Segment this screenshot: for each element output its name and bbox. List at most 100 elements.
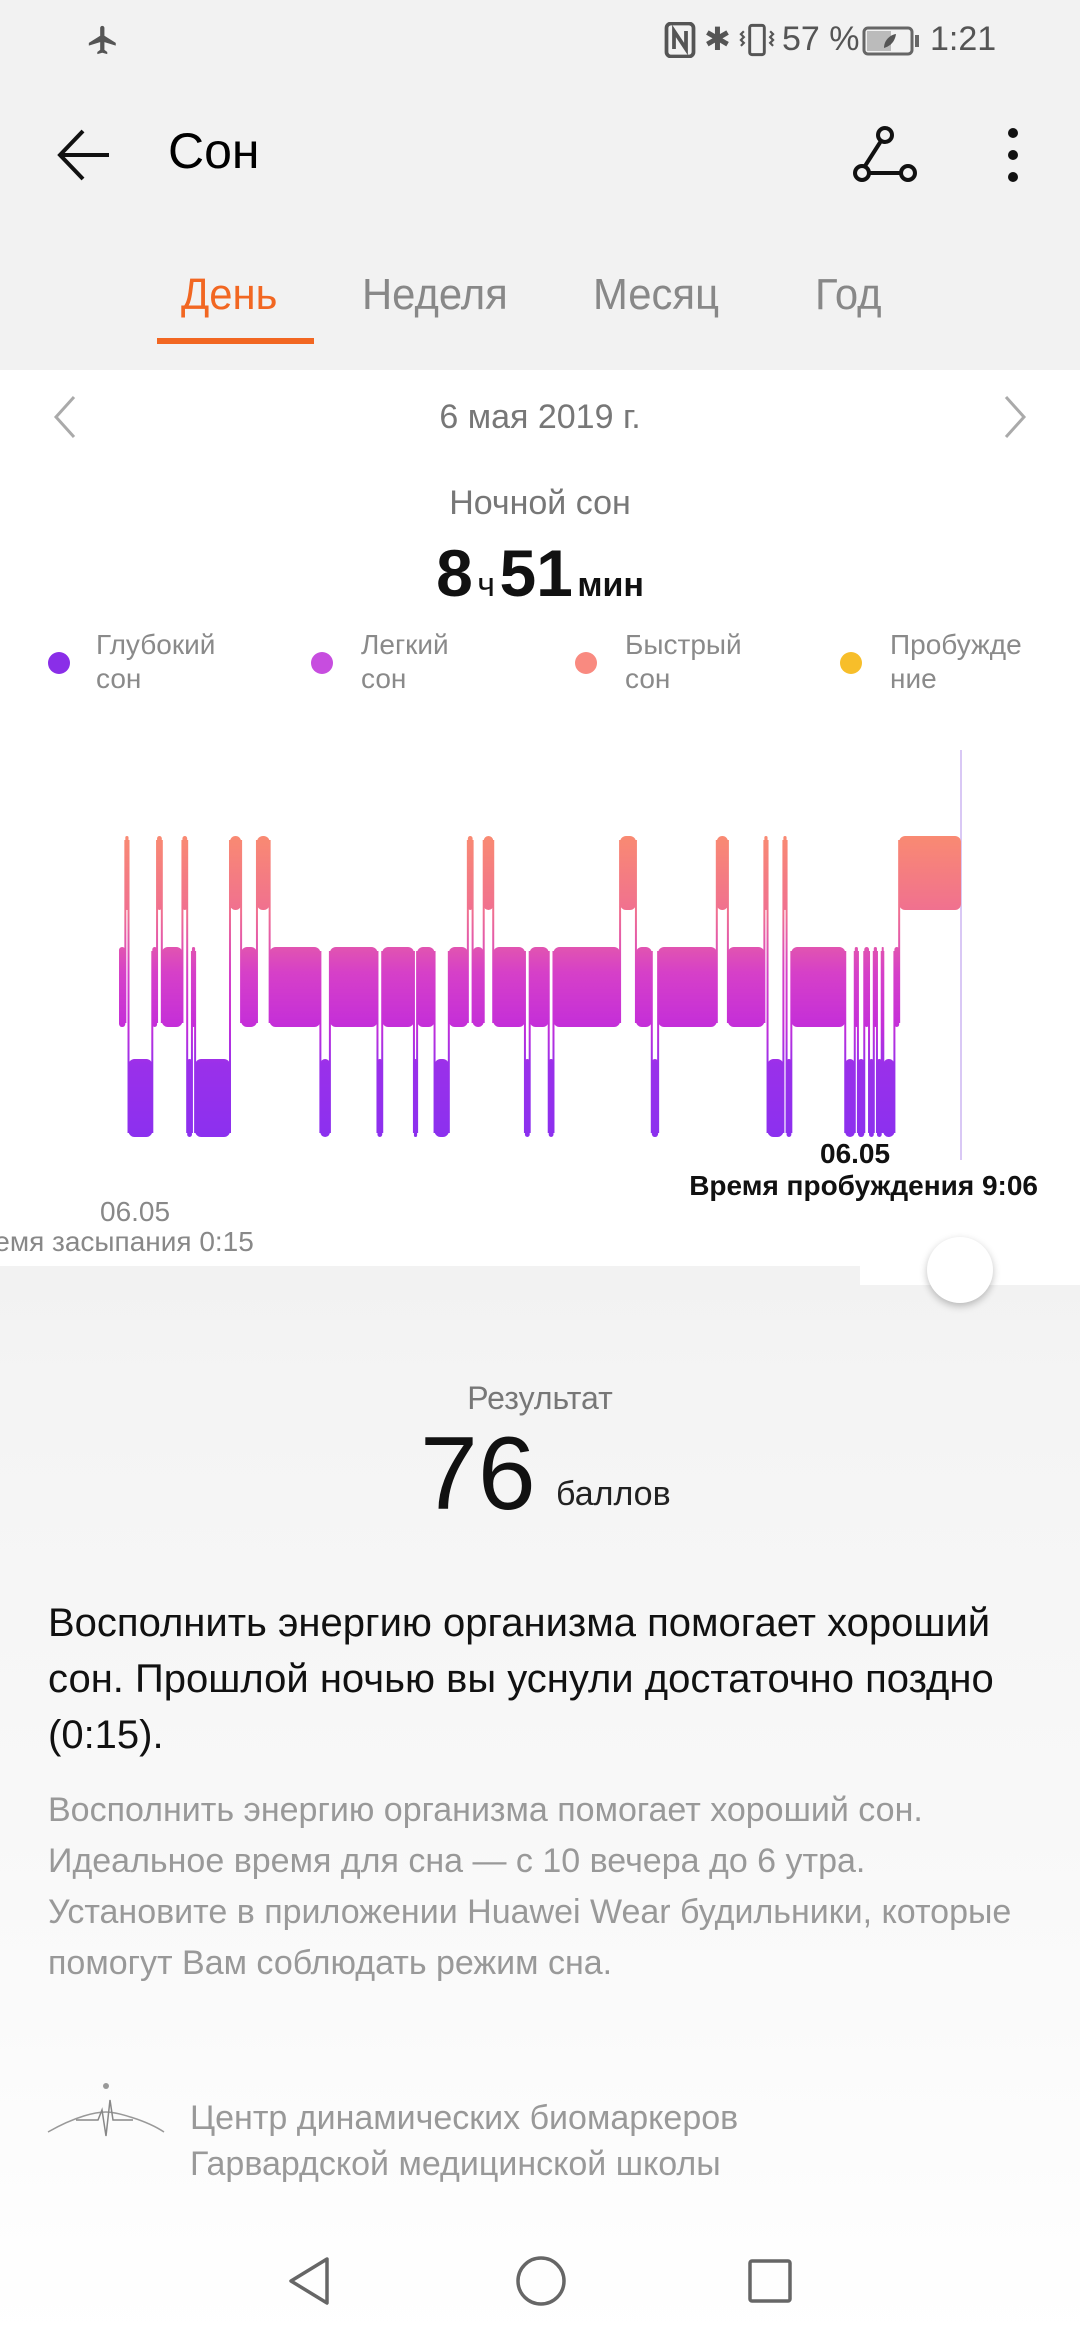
stage-transition-line — [726, 840, 729, 1023]
sleep-segment-light — [329, 947, 378, 1027]
nav-home-icon[interactable] — [514, 2254, 568, 2308]
sleep-segment-deep — [883, 1059, 895, 1137]
stage-transition-line — [880, 951, 883, 1133]
stage-transition-line — [255, 840, 258, 1023]
light-sleep-dot — [311, 652, 333, 674]
sleep-segment-light — [417, 947, 435, 1027]
score-unit: баллов — [556, 1475, 671, 1513]
arrow-left-icon[interactable] — [55, 125, 117, 185]
stage-transition-line — [528, 951, 531, 1133]
nav-recents-icon[interactable] — [746, 2257, 794, 2305]
tab-year[interactable]: Год — [815, 270, 882, 319]
stage-transition-line — [856, 951, 859, 1133]
stage-transition-line — [552, 951, 555, 1133]
sleep-segment-deep — [320, 1059, 330, 1137]
sleep-segment-rem — [620, 836, 636, 910]
stage-transition-line — [124, 840, 127, 1023]
stage-transition-line — [160, 840, 163, 1023]
legend-label: Пробужде — [890, 629, 1022, 660]
stage-transition-line — [127, 840, 130, 1133]
chevron-left-icon[interactable] — [52, 395, 78, 439]
sleep-segment-light — [635, 947, 652, 1027]
sleep-segment-rem — [899, 836, 961, 910]
stage-transition-line — [492, 840, 495, 1023]
sleep-segment-deep — [876, 1059, 882, 1137]
legend-label: сон — [96, 663, 142, 694]
sleep-segment-light — [382, 947, 414, 1027]
sleep-segment-deep — [128, 1059, 153, 1137]
deep-sleep-dot — [48, 652, 70, 674]
stage-transition-line — [766, 840, 769, 1133]
share-icon[interactable] — [852, 125, 918, 185]
sleep-segment-deep — [845, 1059, 855, 1137]
more-vertical-icon[interactable] — [1000, 125, 1026, 185]
sleep-segment-rem — [229, 836, 242, 910]
tab-day[interactable]: День — [181, 270, 278, 319]
legend-label: ние — [890, 663, 937, 694]
stage-transition-line — [319, 951, 322, 1133]
sleep-segment-deep — [869, 1059, 874, 1137]
stage-transition-line — [844, 951, 847, 1133]
sleep-segment-light — [553, 947, 621, 1027]
minutes-unit: мин — [577, 566, 644, 604]
tab-week[interactable]: Неделя — [362, 270, 508, 319]
sleep-chart — [119, 750, 962, 1160]
battery-percent: 57 % — [782, 20, 860, 58]
sleep-segment-rem — [716, 836, 728, 910]
stage-transition-line — [416, 951, 419, 1133]
minutes-value: 51 — [499, 536, 573, 610]
sleep-segment-light — [791, 947, 846, 1027]
battery-saver-icon — [862, 26, 919, 56]
sleep-segment-deep — [195, 1059, 230, 1137]
sleep-segment-deep — [548, 1059, 554, 1137]
stage-transition-line — [882, 951, 885, 1133]
sleep-segment-deep — [187, 1059, 192, 1137]
legend-label: Глубокий — [96, 629, 216, 660]
tab-month[interactable]: Месяц — [593, 270, 720, 319]
stage-transition-line — [482, 840, 485, 1023]
stage-transition-line — [376, 951, 379, 1133]
score-value: 76 — [420, 1416, 536, 1532]
stage-transition-line — [619, 840, 622, 1023]
chevron-right-icon[interactable] — [1002, 395, 1028, 439]
night-sleep-label: Ночной сон — [449, 484, 631, 522]
sleep-duration: 8 ч 51 мин — [0, 535, 1080, 611]
stage-transition-line — [181, 840, 184, 1023]
stage-transition-line — [240, 840, 243, 1023]
sleep-segment-deep — [767, 1059, 784, 1137]
sleep-segment-light — [658, 947, 717, 1027]
stage-transition-line — [228, 840, 231, 1133]
stage-transition-line — [863, 951, 866, 1133]
sleep-segment-light — [864, 947, 870, 1027]
stage-transition-line — [875, 951, 878, 1133]
bluetooth-icon: ✱ — [704, 21, 731, 57]
stage-transition-line — [790, 951, 793, 1133]
sleep-segment-light — [152, 947, 158, 1027]
sleep-segment-deep — [434, 1059, 449, 1137]
sleep-segment-light — [119, 947, 126, 1027]
stage-transition-line — [715, 840, 718, 1023]
sleep-segment-deep — [377, 1059, 383, 1137]
sleep-segment-rem — [483, 836, 494, 910]
sleep-start-date: 06.05 — [100, 1196, 171, 1227]
legend-label: сон — [361, 663, 407, 694]
sleep-segment-deep — [651, 1059, 659, 1137]
stage-transition-line — [523, 951, 526, 1133]
legend-label: сон — [625, 663, 671, 694]
sleep-segment-rem — [256, 836, 270, 910]
hours-unit: ч — [477, 566, 495, 604]
vibrate-icon — [739, 23, 775, 57]
rem-sleep-dot — [575, 652, 597, 674]
advice-body: Восполнить энергию организма помогает хо… — [48, 1791, 1012, 1982]
stage-transition-line — [412, 951, 415, 1133]
sleep-segment-deep — [786, 1059, 792, 1137]
time-slider-handle[interactable] — [927, 1237, 993, 1303]
stage-transition-line — [872, 951, 875, 1133]
stage-transition-line — [471, 840, 474, 1023]
sleep-segment-light — [269, 947, 321, 1027]
nav-back-icon[interactable] — [285, 2255, 333, 2307]
stage-transition-line — [328, 951, 331, 1133]
stage-transition-line — [898, 840, 901, 1023]
sleep-segment-rem — [182, 836, 188, 910]
stage-transition-line — [634, 840, 637, 1023]
